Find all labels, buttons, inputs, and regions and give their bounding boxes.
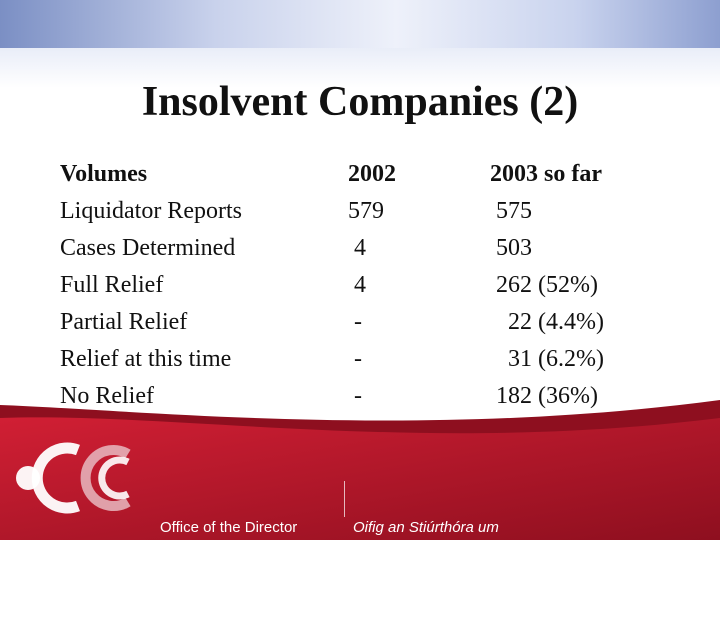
- cell-2003: 31 (6.2%): [490, 346, 604, 372]
- footer-divider: [344, 481, 345, 517]
- header-2003: 2003 so far: [490, 161, 602, 187]
- row-label: Relief at this time: [60, 346, 232, 372]
- row-label: No Relief: [60, 383, 154, 409]
- year-2003-column: 2003 so far 575 503 262 (52%) 22 (4.4%) …: [490, 156, 604, 415]
- label-column: Volumes Liquidator Reports Cases Determi…: [60, 156, 242, 415]
- header-fade: [0, 48, 720, 88]
- cell-2003: 22 (4.4%): [490, 309, 604, 335]
- cell-2002: 4: [348, 272, 366, 298]
- row-label: Partial Relief: [60, 309, 188, 335]
- cell-2003: 575: [490, 198, 532, 224]
- footer-graphic: [0, 400, 720, 540]
- cell-2003: 182 (36%): [490, 383, 598, 409]
- year-2002-column: 2002 579 4 4 - - -: [348, 156, 396, 415]
- header-band: [0, 0, 720, 48]
- cell-2002: 4: [348, 235, 366, 261]
- slide-title: Insolvent Companies (2): [141, 79, 579, 125]
- cell-2002: -: [348, 383, 362, 409]
- footer-band: [0, 417, 720, 540]
- footer-ga-line1: Oifig an Stiúrthóra um: [353, 519, 499, 536]
- cell-2003: 262 (52%): [490, 272, 598, 298]
- cell-2002: 579: [348, 198, 384, 224]
- cell-2003: 503: [490, 235, 532, 261]
- footer-ga-line2: Fhorfheidhmiú Corparáideach: [353, 579, 552, 596]
- footer-en-line2: of Corporate Enforcement: [160, 579, 333, 596]
- row-label: Full Relief: [60, 272, 164, 298]
- footer-en-line1: Office of the Director: [160, 519, 298, 536]
- footer-irish-name: Oifig an Stiúrthóra um Fhorfheidhmiú Cor…: [353, 478, 551, 618]
- cell-2002: -: [348, 309, 362, 335]
- row-label: Cases Determined: [60, 235, 236, 261]
- odce-logo-icon: [16, 442, 131, 514]
- row-label: Liquidator Reports: [60, 198, 242, 224]
- cell-2002: -: [348, 346, 362, 372]
- header-volumes: Volumes: [60, 161, 148, 187]
- header-2002: 2002: [348, 161, 396, 187]
- footer-english-name: Office of the Director of Corporate Enfo…: [160, 478, 333, 618]
